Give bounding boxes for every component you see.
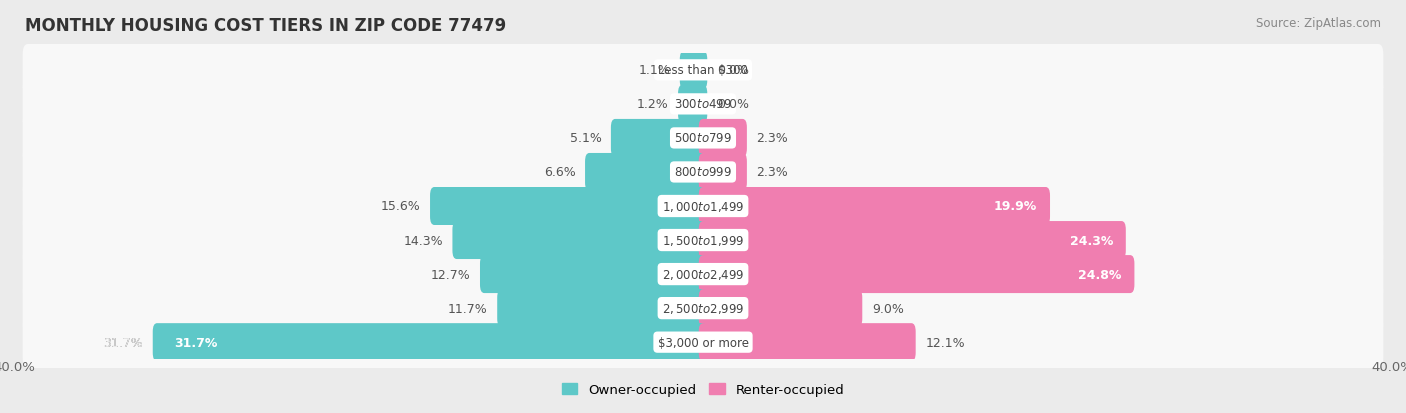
Text: 0.0%: 0.0% — [717, 64, 749, 77]
Text: 12.7%: 12.7% — [430, 268, 471, 281]
Text: 0.0%: 0.0% — [717, 98, 749, 111]
Text: 9.0%: 9.0% — [872, 302, 904, 315]
Text: 24.3%: 24.3% — [1070, 234, 1114, 247]
Text: $2,000 to $2,499: $2,000 to $2,499 — [662, 268, 744, 281]
FancyBboxPatch shape — [479, 256, 707, 293]
Text: 12.1%: 12.1% — [925, 336, 965, 349]
Text: 40.0%: 40.0% — [1371, 360, 1406, 373]
Text: 1.1%: 1.1% — [638, 64, 671, 77]
FancyBboxPatch shape — [699, 256, 1135, 293]
FancyBboxPatch shape — [22, 79, 1384, 131]
FancyBboxPatch shape — [498, 290, 707, 328]
FancyBboxPatch shape — [679, 52, 707, 90]
FancyBboxPatch shape — [699, 323, 915, 361]
Text: $3,000 or more: $3,000 or more — [658, 336, 748, 349]
FancyBboxPatch shape — [699, 221, 1126, 259]
FancyBboxPatch shape — [22, 249, 1384, 300]
Text: $800 to $999: $800 to $999 — [673, 166, 733, 179]
Text: Source: ZipAtlas.com: Source: ZipAtlas.com — [1256, 17, 1381, 29]
Text: 40.0%: 40.0% — [0, 360, 35, 373]
Text: $1,500 to $1,999: $1,500 to $1,999 — [662, 233, 744, 247]
Text: 31.7%: 31.7% — [104, 336, 143, 349]
FancyBboxPatch shape — [22, 113, 1384, 164]
FancyBboxPatch shape — [430, 188, 707, 225]
FancyBboxPatch shape — [699, 290, 862, 328]
Text: 19.9%: 19.9% — [994, 200, 1038, 213]
Text: $300 to $499: $300 to $499 — [673, 98, 733, 111]
Text: 15.6%: 15.6% — [381, 200, 420, 213]
Text: 24.8%: 24.8% — [1078, 268, 1122, 281]
Text: $2,500 to $2,999: $2,500 to $2,999 — [662, 301, 744, 316]
FancyBboxPatch shape — [22, 282, 1384, 334]
FancyBboxPatch shape — [22, 147, 1384, 198]
Text: 31.7%: 31.7% — [174, 336, 218, 349]
Text: 14.3%: 14.3% — [404, 234, 443, 247]
Text: 5.1%: 5.1% — [569, 132, 602, 145]
FancyBboxPatch shape — [22, 316, 1384, 368]
FancyBboxPatch shape — [610, 120, 707, 157]
Text: MONTHLY HOUSING COST TIERS IN ZIP CODE 77479: MONTHLY HOUSING COST TIERS IN ZIP CODE 7… — [25, 17, 506, 34]
FancyBboxPatch shape — [22, 181, 1384, 232]
Text: 1.2%: 1.2% — [637, 98, 669, 111]
Text: 31.7%: 31.7% — [104, 336, 143, 349]
FancyBboxPatch shape — [453, 221, 707, 259]
Text: $500 to $799: $500 to $799 — [673, 132, 733, 145]
Text: $1,000 to $1,499: $1,000 to $1,499 — [662, 199, 744, 214]
FancyBboxPatch shape — [22, 45, 1384, 97]
FancyBboxPatch shape — [678, 85, 707, 123]
Text: 6.6%: 6.6% — [544, 166, 575, 179]
FancyBboxPatch shape — [699, 154, 747, 192]
FancyBboxPatch shape — [585, 154, 707, 192]
FancyBboxPatch shape — [22, 215, 1384, 266]
FancyBboxPatch shape — [699, 188, 1050, 225]
Text: 2.3%: 2.3% — [756, 166, 789, 179]
Text: Less than $300: Less than $300 — [658, 64, 748, 77]
Legend: Owner-occupied, Renter-occupied: Owner-occupied, Renter-occupied — [557, 378, 849, 401]
Text: 11.7%: 11.7% — [449, 302, 488, 315]
Text: 2.3%: 2.3% — [756, 132, 789, 145]
FancyBboxPatch shape — [699, 120, 747, 157]
FancyBboxPatch shape — [153, 323, 707, 361]
